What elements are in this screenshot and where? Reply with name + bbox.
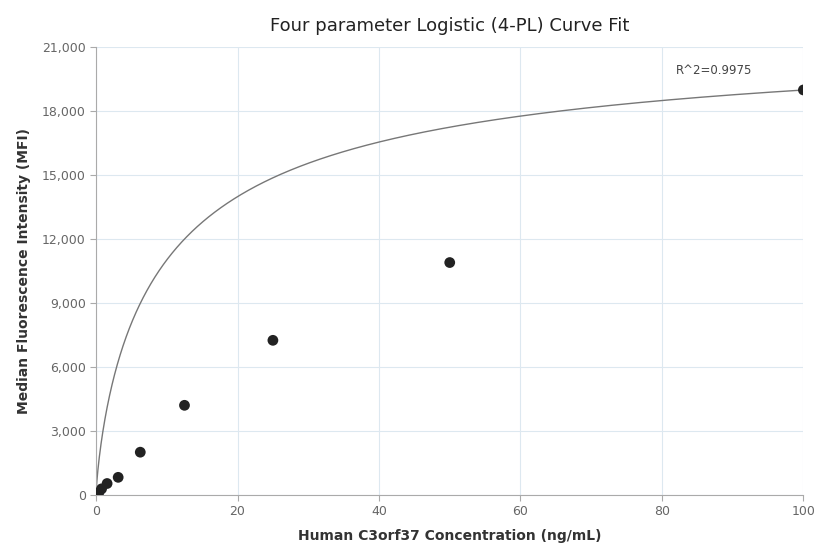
Text: R^2=0.9975: R^2=0.9975 [676, 64, 752, 77]
Point [134, 447, 147, 456]
Point [797, 86, 810, 95]
Point [443, 258, 457, 267]
Point [92, 488, 106, 497]
Point [266, 336, 280, 345]
Title: Four parameter Logistic (4-PL) Curve Fit: Four parameter Logistic (4-PL) Curve Fit [270, 17, 630, 35]
Point [95, 484, 108, 493]
Y-axis label: Median Fluorescence Intensity (MFI): Median Fluorescence Intensity (MFI) [17, 128, 31, 414]
Point [111, 473, 125, 482]
Point [178, 401, 191, 410]
X-axis label: Human C3orf37 Concentration (ng/mL): Human C3orf37 Concentration (ng/mL) [298, 529, 602, 543]
Point [101, 479, 114, 488]
